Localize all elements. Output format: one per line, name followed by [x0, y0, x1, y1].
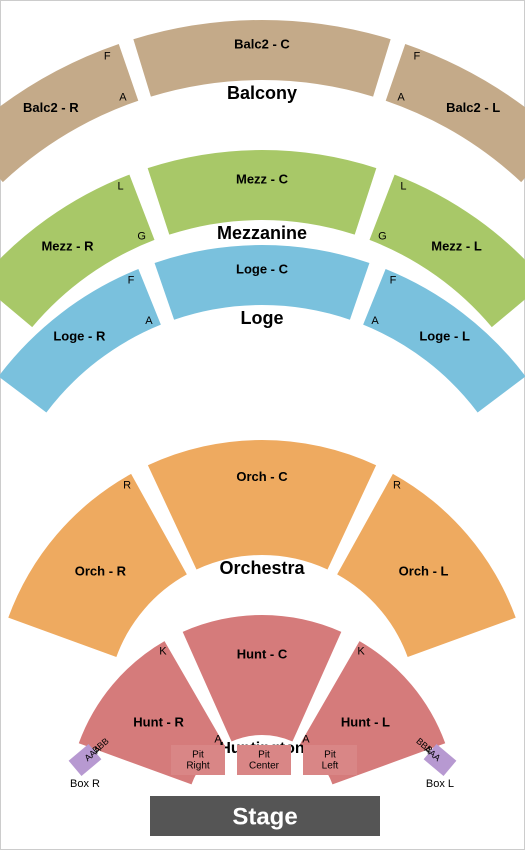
- row-huntington-bot-r: A: [302, 734, 310, 746]
- row-loge-top-r: F: [390, 275, 397, 287]
- row-huntington-top-l: K: [159, 645, 167, 657]
- title-balcony: Balcony: [227, 83, 297, 103]
- row-orchestra-top-r: R: [393, 479, 401, 491]
- pit-left-l1: Pit: [324, 750, 336, 761]
- label-mezzanine-l: Mezz - L: [431, 239, 482, 254]
- title-mezzanine: Mezzanine: [217, 223, 307, 243]
- row-balcony-top-r: F: [413, 51, 420, 63]
- row-huntington-bot-l: A: [214, 734, 222, 746]
- row-mezzanine-top-l: L: [117, 181, 123, 193]
- title-orchestra: Orchestra: [219, 558, 305, 578]
- row-balcony-bot-l: A: [119, 92, 127, 104]
- label-orchestra-r: Orch - R: [75, 563, 127, 578]
- row-mezzanine-top-r: L: [400, 181, 406, 193]
- row-balcony-bot-r: A: [397, 92, 405, 104]
- label-huntington-l: Hunt - L: [341, 715, 390, 730]
- label-huntington-r: Hunt - R: [133, 715, 184, 730]
- label-mezzanine-r: Mezz - R: [41, 239, 94, 254]
- label-orchestra-c: Orch - C: [236, 469, 288, 484]
- label-balcony-r: Balc2 - R: [23, 100, 79, 115]
- row-huntington-top-r: K: [357, 645, 365, 657]
- row-orchestra-top-l: R: [123, 479, 131, 491]
- label-balcony-c: Balc2 - C: [234, 36, 290, 51]
- row-mezzanine-bot-l: G: [137, 230, 146, 242]
- row-mezzanine-bot-r: G: [378, 230, 387, 242]
- label-loge-l: Loge - L: [419, 328, 470, 343]
- row-loge-bot-l: A: [145, 315, 153, 327]
- label-orchestra-l: Orch - L: [399, 563, 449, 578]
- label-huntington-c: Hunt - C: [237, 646, 288, 661]
- box-right-label: Box L: [426, 778, 454, 790]
- pit-right-l2: Right: [186, 761, 210, 772]
- row-loge-top-l: F: [128, 275, 135, 287]
- label-balcony-l: Balc2 - L: [446, 100, 500, 115]
- row-loge-bot-r: A: [371, 315, 379, 327]
- box-left-label: Box R: [70, 778, 100, 790]
- pit-left-l2: Left: [322, 761, 339, 772]
- row-balcony-top-l: F: [104, 51, 111, 63]
- title-loge: Loge: [241, 308, 284, 328]
- label-loge-r: Loge - R: [53, 328, 106, 343]
- pit-center-l1: Pit: [258, 750, 270, 761]
- pit-right-l1: Pit: [192, 750, 204, 761]
- stage-label: Stage: [232, 803, 297, 830]
- label-mezzanine-c: Mezz - C: [236, 171, 289, 186]
- label-loge-c: Loge - C: [236, 261, 289, 276]
- pit-center-l2: Center: [249, 761, 280, 772]
